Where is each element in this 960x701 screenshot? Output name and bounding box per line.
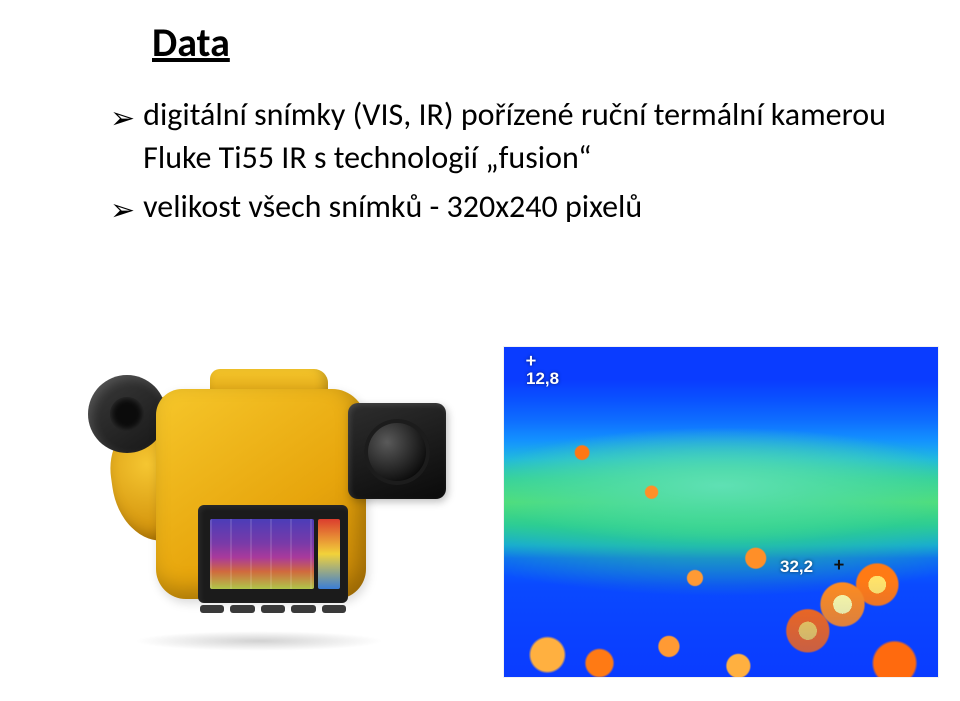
- page-title: Data: [152, 18, 890, 67]
- bullet-text: velikost všech snímků - 320x240 pixelů: [143, 185, 642, 228]
- crosshair-icon: +: [834, 555, 844, 575]
- thermal-spot-label: 32,2: [780, 557, 813, 577]
- bullet-arrow-icon: ➢: [110, 99, 135, 140]
- thermal-image: + 12,8 32,2 +: [504, 347, 938, 677]
- bullet-text: digitální snímky (VIS, IR) pořízené ručn…: [143, 93, 890, 179]
- list-item: ➢ velikost všech snímků - 320x240 pixelů: [110, 185, 890, 232]
- camera-image: [60, 347, 460, 657]
- list-item: ➢ digitální snímky (VIS, IR) pořízené ru…: [110, 93, 890, 179]
- thermal-min-label: 12,8: [526, 369, 559, 389]
- crosshair-icon: +: [526, 351, 536, 371]
- bullet-list: ➢ digitální snímky (VIS, IR) pořízené ru…: [110, 93, 890, 232]
- bullet-arrow-icon: ➢: [110, 191, 135, 232]
